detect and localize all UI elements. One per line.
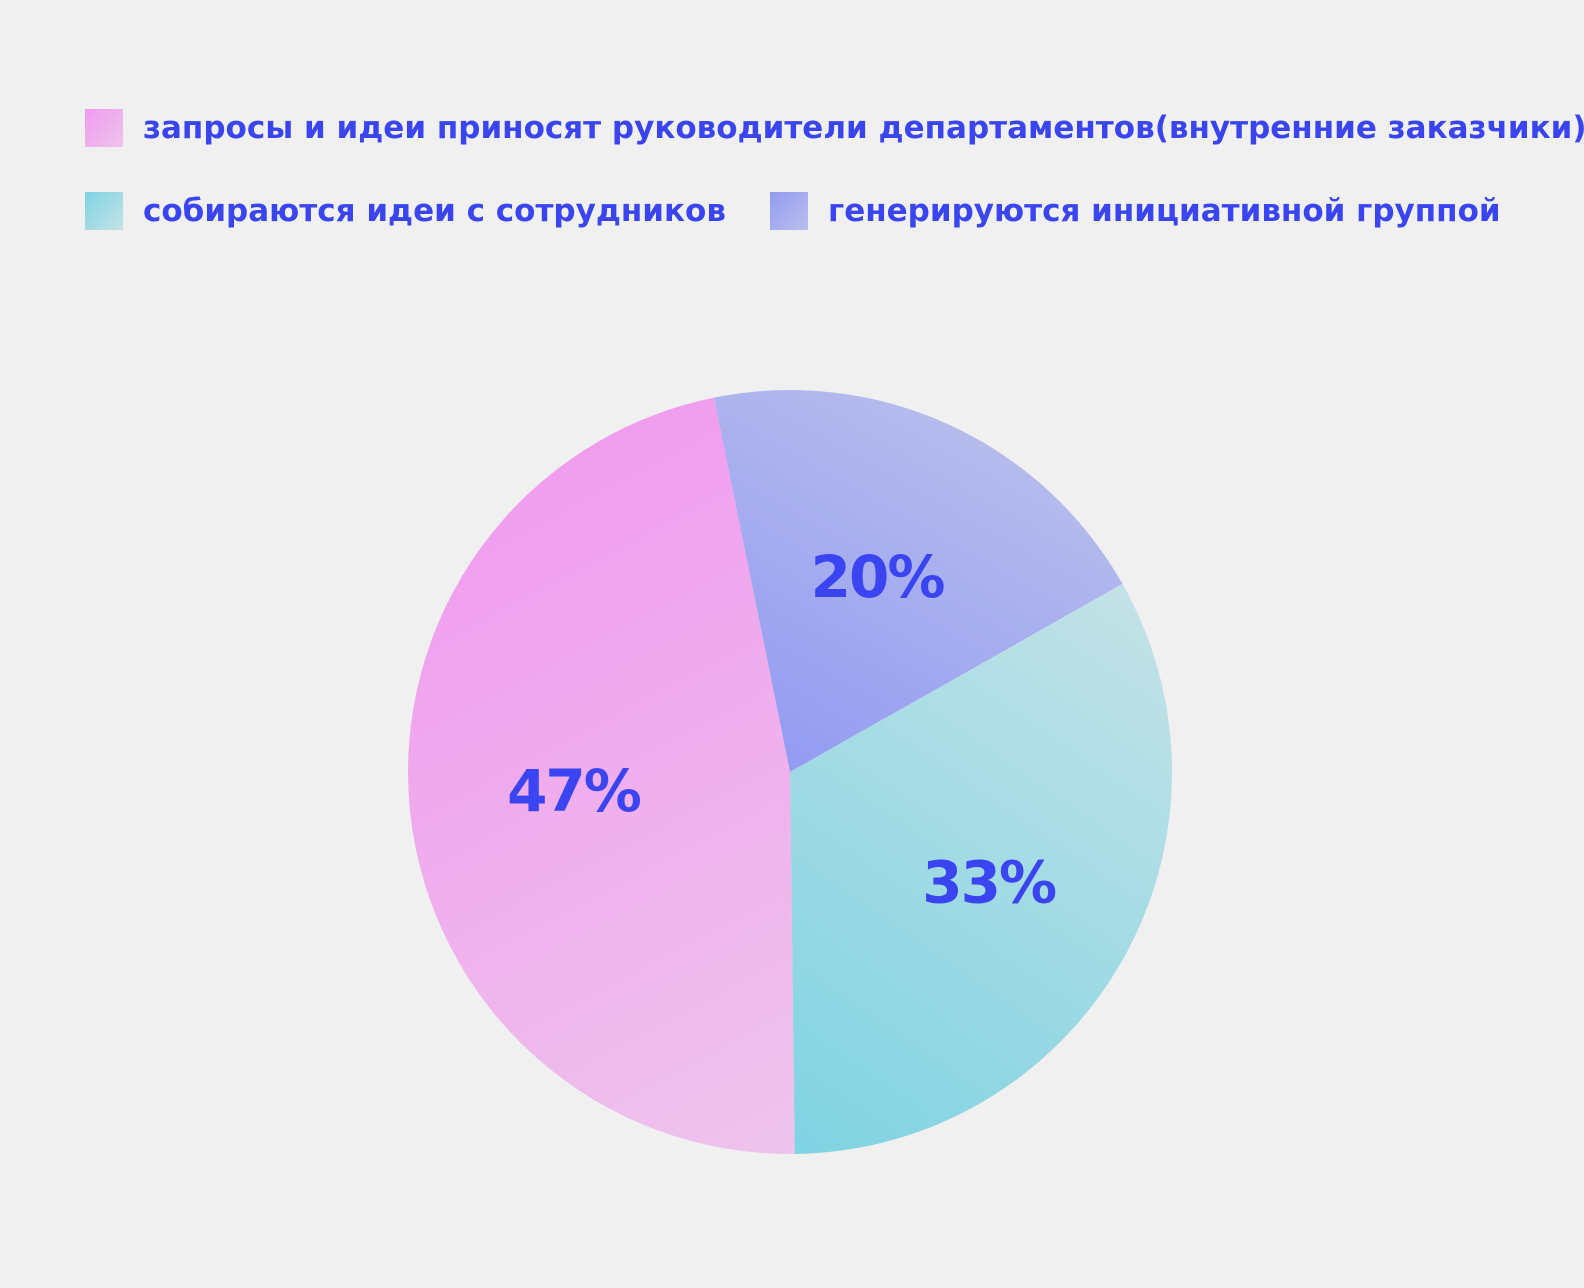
pie-slices: [408, 389, 1173, 1154]
legend-label-2: генерируются инициативной группой: [828, 193, 1501, 229]
pie-slice-2: [713, 389, 1123, 772]
pie-slice-0: [408, 397, 795, 1154]
legend-item-2: генерируются инициативной группой: [770, 192, 1501, 230]
legend-swatch-0: [85, 109, 123, 147]
legend-swatch-2: [770, 192, 808, 230]
legend-swatch-1: [85, 192, 123, 230]
pie-slice-1: [790, 583, 1173, 1154]
legend-label-0: запросы и идеи приносят руководители деп…: [143, 110, 1584, 146]
legend-item-0: запросы и идеи приносят руководители деп…: [85, 109, 1584, 147]
legend-label-1: собираются идеи с сотрудников: [143, 193, 726, 229]
legend-item-1: собираются идеи с сотрудников: [85, 192, 726, 230]
pie-slice-label-0: 47%: [507, 757, 641, 825]
pie-labels: 20% 33% 47%: [507, 543, 1058, 917]
pie-slice-label-2: 20%: [811, 543, 945, 611]
pie-slice-label-1: 33%: [922, 848, 1056, 916]
